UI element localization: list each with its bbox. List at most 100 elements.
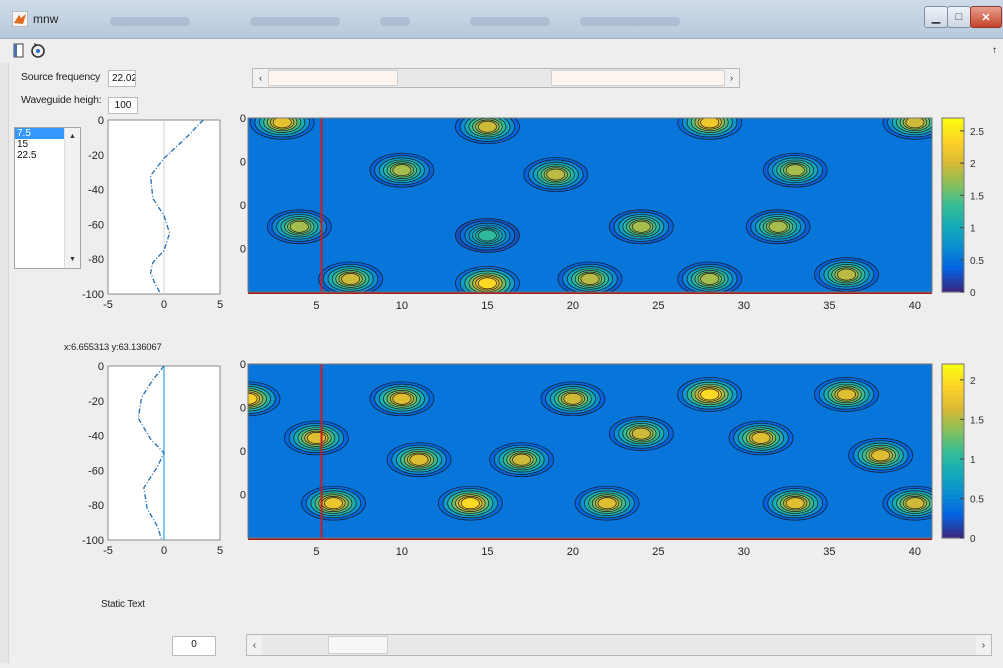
contour-level — [700, 118, 720, 129]
slider-thumb[interactable] — [327, 636, 388, 654]
colorbar-segment — [942, 424, 964, 430]
close-button[interactable]: ✕ — [970, 6, 1002, 28]
y-tick-label: -20 — [88, 150, 104, 162]
matlab-logo-icon — [12, 11, 28, 27]
colorbar-segment — [942, 274, 964, 280]
field-contour-plot-top[interactable]: 5 10 15 20 25 30 35 40 10 20 30 40 2.5 2 1.5 1 0.5 0 — [240, 112, 1000, 318]
contour-level — [751, 432, 771, 444]
y-tick-label: -40 — [88, 431, 104, 443]
slider-right-arrow-icon[interactable]: › — [724, 69, 739, 87]
scroll-down-icon[interactable]: ▼ — [69, 256, 76, 263]
coords-readout: x:6.655313 y:63.136067 — [64, 342, 162, 353]
contour-level — [460, 497, 480, 510]
rotate-icon[interactable] — [29, 42, 47, 60]
colorbar-segment — [942, 377, 964, 382]
y-tick-label: 30 — [240, 157, 246, 169]
bottom-value-input[interactable]: 0 — [172, 636, 216, 656]
colorbar-segment — [942, 524, 964, 530]
colorbar-segment — [942, 503, 964, 509]
contour-level — [409, 453, 429, 466]
colorbar-tick-label: 1 — [970, 455, 976, 466]
contour-level — [512, 453, 532, 466]
position-slider[interactable]: ‹ › — [246, 634, 992, 656]
colorbar-segment — [942, 152, 964, 158]
x-tick-label: 30 — [738, 546, 750, 558]
plot-axes-box — [247, 363, 933, 539]
colorbar-segment — [942, 183, 964, 189]
slider-left-arrow-icon[interactable]: ‹ — [247, 635, 262, 655]
y-tick-label: 0 — [98, 361, 104, 373]
colorbar-tick-label: 2 — [970, 159, 976, 170]
profile-plot-bottom[interactable]: -5 0 5 0 -20 -40 -60 -80 -100 — [76, 358, 236, 568]
minimize-button[interactable]: ▁ — [924, 6, 948, 28]
x-tick-label: 0 — [161, 299, 167, 311]
colorbar-segment — [942, 459, 964, 465]
contour-level — [477, 120, 497, 133]
contour-level — [905, 497, 925, 510]
colorbar-segment — [942, 161, 964, 167]
colorbar-segment — [942, 287, 964, 293]
contour-level — [324, 497, 343, 510]
y-tick-label: 40 — [240, 113, 246, 125]
list-item[interactable]: 15 — [17, 139, 29, 150]
colorbar-segment — [942, 213, 964, 219]
colorbar-segment — [942, 144, 964, 150]
colorbar-segment — [942, 283, 964, 289]
colorbar-segment — [942, 170, 964, 176]
y-tick-label: -100 — [82, 289, 104, 301]
contour-level — [392, 164, 412, 177]
y-tick-label: 10 — [240, 244, 246, 256]
scroll-up-icon[interactable]: ▲ — [69, 133, 76, 140]
slider-left-arrow-icon[interactable]: ‹ — [253, 69, 268, 87]
contour-level — [631, 220, 651, 233]
list-item[interactable]: 22.5 — [17, 150, 37, 161]
colorbar-segment — [942, 385, 964, 391]
colorbar-segment — [942, 372, 964, 378]
colorbar-segment — [942, 261, 964, 267]
contour-level — [700, 273, 720, 285]
listbox-scrollbar[interactable]: ▲ ▼ — [64, 128, 80, 268]
x-tick-label: 35 — [823, 546, 835, 558]
colorbar-segment — [942, 200, 964, 206]
new-figure-icon[interactable] — [10, 42, 28, 60]
contour-level — [392, 392, 412, 405]
left-window-edge — [0, 63, 9, 663]
colorbar-frame — [941, 363, 965, 539]
contour-level — [546, 168, 566, 181]
colorbar-segment — [942, 529, 964, 535]
maximize-button[interactable]: □ — [947, 6, 971, 28]
colorbar-segment — [942, 477, 964, 483]
x-tick-label: 30 — [738, 300, 750, 312]
contour-level — [768, 220, 788, 233]
x-tick-label: 25 — [652, 546, 664, 558]
contour-level — [341, 273, 361, 285]
depth-listbox[interactable]: 7.5 15 22.5 ▲ ▼ — [14, 127, 81, 269]
colorbar-tick-label: 1.5 — [970, 415, 984, 426]
waveguide-height-input[interactable]: 100 — [108, 97, 138, 114]
y-tick-label: 20 — [240, 200, 246, 212]
colorbar-segment — [942, 481, 964, 487]
x-tick-label: 0 — [161, 545, 167, 557]
contour-level — [837, 268, 856, 281]
frequency-slider[interactable]: ‹ › — [252, 68, 740, 88]
colorbar-segment — [942, 390, 964, 396]
slider-right-arrow-icon[interactable]: › — [976, 635, 991, 655]
colorbar-segment — [942, 494, 964, 500]
profile-plot-top[interactable]: -5 0 5 0 -20 -40 -60 -80 -100 — [76, 112, 236, 318]
colorbar-segment — [942, 265, 964, 271]
colorbar-segment — [942, 520, 964, 526]
colorbar-segment — [942, 498, 964, 504]
colorbar-frame — [941, 117, 965, 293]
source-frequency-input[interactable]: 22.02 — [108, 70, 136, 87]
colorbar-tick-label: 2 — [970, 376, 976, 387]
colorbar-segment — [942, 196, 964, 202]
colorbar-segment — [942, 239, 964, 245]
blurred-background-item — [470, 17, 550, 26]
colorbar-segment — [942, 451, 964, 456]
x-tick-label: 25 — [652, 300, 664, 312]
list-item[interactable]: 7.5 — [15, 128, 66, 139]
colorbar-tick-label: 0 — [970, 534, 976, 545]
toolbar-overflow-icon[interactable]: ↑ — [992, 45, 997, 56]
field-contour-plot-bottom[interactable]: 5 10 15 20 25 30 35 40 10 20 30 40 2 1.5 1 0.5 0 — [240, 358, 1000, 568]
colorbar-segment — [942, 139, 964, 145]
